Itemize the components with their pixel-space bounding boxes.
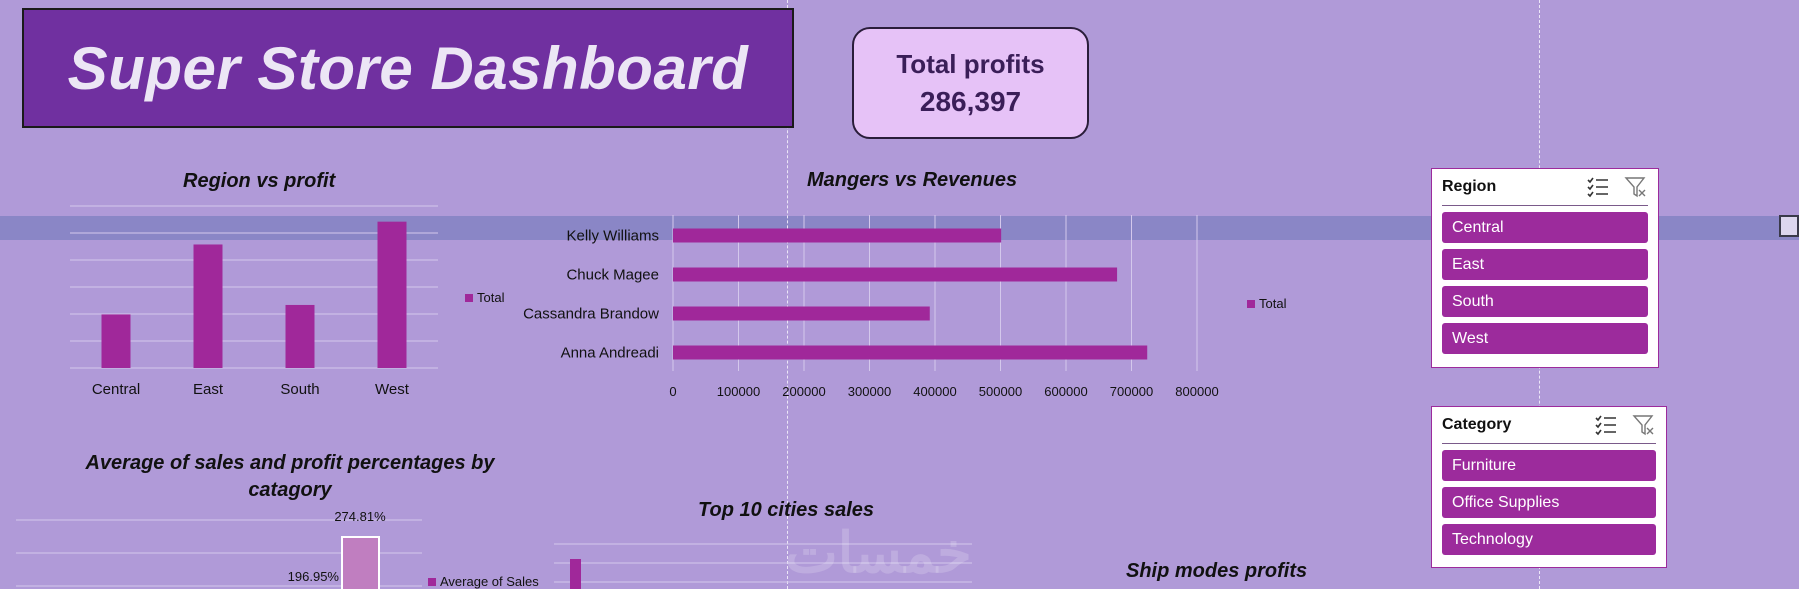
slicer-item-central[interactable]: Central: [1442, 212, 1648, 243]
bar-east: [193, 244, 223, 368]
clear-filter-icon[interactable]: [1624, 175, 1648, 199]
bar-cassandra-brandow: [673, 306, 930, 321]
legend-swatch: [1247, 299, 1255, 308]
legend-label: Total: [1259, 296, 1287, 311]
ship-modes-chart-title: Ship modes profits: [1126, 560, 1308, 582]
region-chart-legend: Total: [465, 290, 504, 305]
x-tick-label: 200000: [782, 384, 825, 399]
x-tick-label: 700000: [1110, 384, 1153, 399]
legend-label: Total: [477, 290, 505, 305]
slicer-item-furniture[interactable]: Furniture: [1442, 450, 1656, 481]
x-tick-label: 300000: [848, 384, 891, 399]
bar-west: [377, 221, 407, 368]
slicer-item-west[interactable]: West: [1442, 323, 1648, 354]
y-tick-label: Kelly Williams: [566, 228, 659, 245]
cell-selection-handle[interactable]: [1779, 215, 1799, 237]
bar-central: [101, 314, 131, 368]
data-label: 196.95%: [288, 569, 340, 584]
y-tick-label: Chuck Magee: [566, 267, 659, 284]
legend-swatch: [465, 293, 473, 302]
x-tick-label: 400000: [913, 384, 956, 399]
slicer-header: Region: [1442, 169, 1648, 206]
dashboard-title-box[interactable]: Super Store Dashboard: [22, 8, 794, 128]
slicer-item-east[interactable]: East: [1442, 249, 1648, 280]
bar-average-of-sales: [341, 536, 380, 589]
clear-filter-icon[interactable]: [1632, 413, 1656, 437]
x-tick-label: 800000: [1175, 384, 1218, 399]
dashboard-title: Super Store Dashboard: [67, 34, 749, 102]
y-tick-label: Cassandra Brandow: [523, 306, 659, 323]
slicer-item-technology[interactable]: Technology: [1442, 524, 1656, 555]
category-slicer[interactable]: Category Furniture Office Supplies Technol…: [1431, 406, 1667, 568]
bar-anna-andreadi: [673, 345, 1148, 360]
slicer-item-south[interactable]: South: [1442, 286, 1648, 317]
x-tick-label: 600000: [1044, 384, 1087, 399]
legend-label: Average of Sales: [440, 574, 539, 589]
x-tick-label: South: [280, 381, 319, 398]
slicer-title: Region: [1442, 178, 1497, 195]
avg-sales-chart-legend: Average of Sales: [428, 574, 539, 589]
x-tick-label: 0: [669, 384, 676, 399]
x-tick-label: East: [193, 381, 224, 398]
watermark: خمسات: [785, 521, 972, 584]
data-label: 274.81%: [334, 509, 386, 524]
page-break-line: [787, 0, 788, 589]
managers-chart-title: Mangers vs Revenues: [807, 169, 1018, 191]
multi-select-icon[interactable]: [1586, 175, 1610, 199]
slicer-title: Category: [1442, 416, 1512, 433]
managers-chart-legend: Total: [1247, 296, 1286, 311]
slicer-items: Central East South West: [1442, 212, 1648, 354]
slicer-items: Furniture Office Supplies Technology: [1442, 450, 1656, 555]
bar-chuck-magee: [673, 267, 1118, 282]
top-cities-chart-title: Top 10 cities sales: [698, 499, 875, 521]
bar-south: [285, 304, 315, 368]
bar-kelly-williams: [673, 228, 1002, 243]
bar-top-city: [570, 559, 581, 589]
region-chart-title: Region vs profit: [183, 170, 336, 192]
x-tick-label: 100000: [717, 384, 760, 399]
x-tick-label: Central: [92, 381, 140, 398]
total-profits-card[interactable]: Total profits 286,397: [852, 27, 1089, 139]
multi-select-icon[interactable]: [1594, 413, 1618, 437]
y-tick-label: Anna Andreadi: [561, 345, 659, 362]
x-tick-label: West: [375, 381, 410, 398]
region-slicer[interactable]: Region Central East South West: [1431, 168, 1659, 368]
legend-swatch: [428, 577, 436, 586]
kpi-label: Total profits: [896, 49, 1045, 79]
kpi-value: 286,397: [919, 86, 1022, 117]
slicer-header: Category: [1442, 407, 1656, 444]
slicer-item-office-supplies[interactable]: Office Supplies: [1442, 487, 1656, 518]
avg-sales-chart-title: Average of sales and profit percentages …: [85, 452, 495, 501]
x-tick-label: 500000: [979, 384, 1022, 399]
